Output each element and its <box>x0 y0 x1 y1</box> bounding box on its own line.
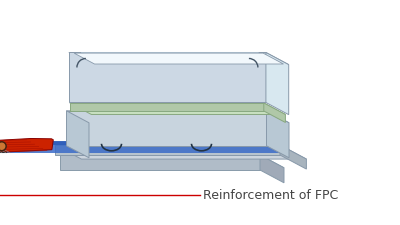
Polygon shape <box>0 142 7 153</box>
Polygon shape <box>66 111 266 146</box>
Polygon shape <box>280 145 306 169</box>
Polygon shape <box>0 142 266 146</box>
Polygon shape <box>266 111 289 158</box>
Polygon shape <box>66 111 89 158</box>
Polygon shape <box>74 54 284 65</box>
Polygon shape <box>69 53 266 103</box>
Polygon shape <box>0 139 53 153</box>
Circle shape <box>0 142 6 151</box>
Polygon shape <box>70 104 264 111</box>
Polygon shape <box>60 155 260 170</box>
Polygon shape <box>60 155 284 168</box>
Polygon shape <box>264 104 285 123</box>
Polygon shape <box>266 53 289 115</box>
Polygon shape <box>81 53 277 63</box>
Polygon shape <box>55 145 280 155</box>
Polygon shape <box>0 142 288 153</box>
Text: Reinforcement of FPC: Reinforcement of FPC <box>203 189 338 202</box>
Polygon shape <box>55 145 306 159</box>
Polygon shape <box>66 111 289 123</box>
Polygon shape <box>69 53 289 65</box>
Polygon shape <box>260 155 284 183</box>
Circle shape <box>0 144 5 150</box>
Polygon shape <box>70 104 285 115</box>
